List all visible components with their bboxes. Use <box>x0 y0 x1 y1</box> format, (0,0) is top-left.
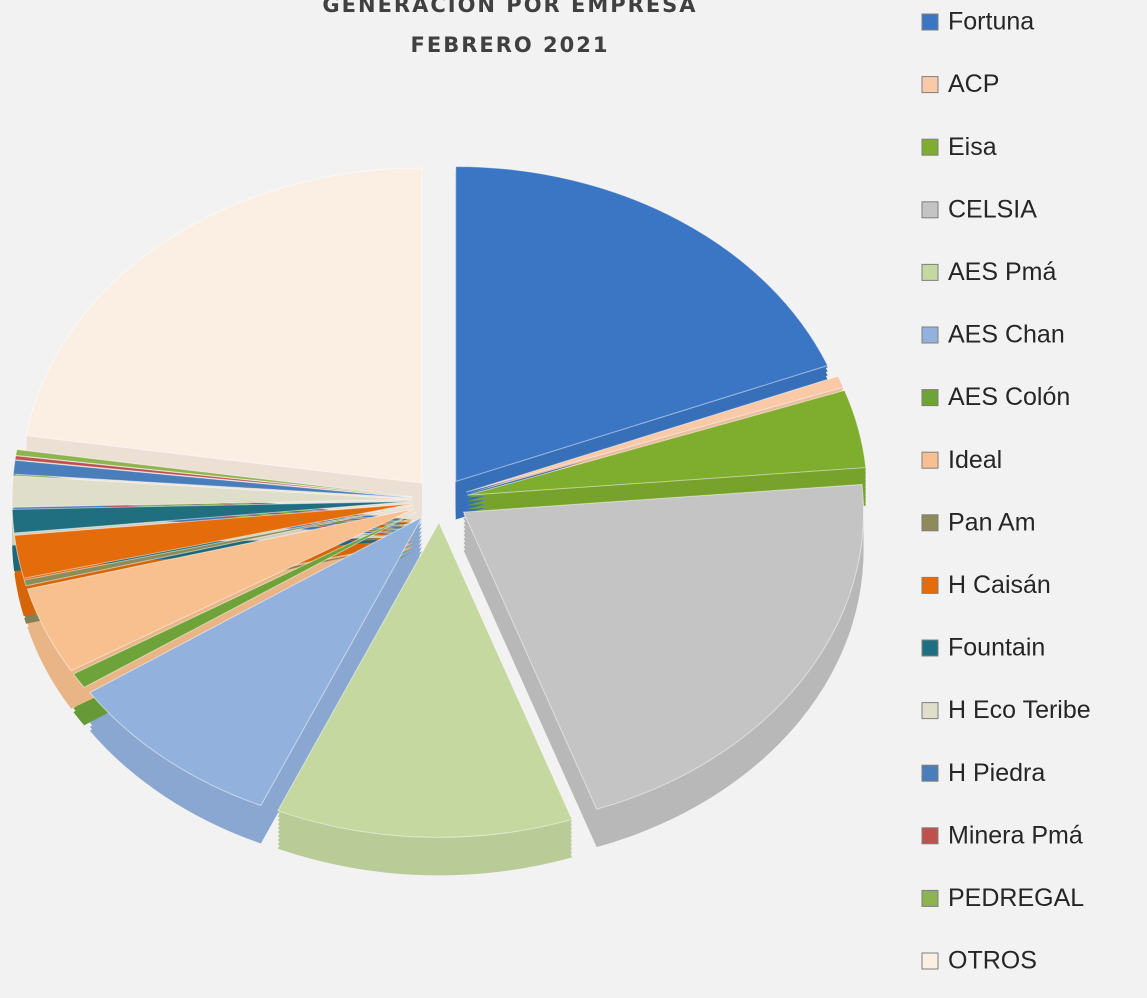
legend-label: PEDREGAL <box>948 884 1084 912</box>
legend-label: H Caisán <box>948 571 1051 599</box>
legend-swatch <box>921 889 939 907</box>
slice <box>13 503 413 579</box>
slice <box>25 167 423 484</box>
legend-swatch <box>921 514 939 532</box>
legend-label: OTROS <box>948 947 1037 975</box>
legend-swatch <box>921 952 939 970</box>
legend-swatch <box>921 13 939 31</box>
chart-subtitle: FEBRERO 2021 <box>411 33 610 57</box>
legend-swatch <box>921 76 939 94</box>
slice <box>11 475 413 508</box>
legend-label: H Piedra <box>948 759 1045 787</box>
slice <box>11 500 413 534</box>
slice <box>277 521 573 838</box>
slice <box>455 165 829 483</box>
legend-label: AES Chan <box>948 321 1065 349</box>
legend-swatch <box>921 389 939 407</box>
slice <box>26 508 415 672</box>
legend-label: Fountain <box>948 634 1045 662</box>
legend-label: Ideal <box>948 446 1002 474</box>
legend-label: CELSIA <box>948 195 1037 223</box>
chart-title: GENERACIÓN POR EMPRESA <box>322 0 697 17</box>
legend-label: AES Pmá <box>948 258 1056 286</box>
slice <box>88 515 424 807</box>
legend-label: ACP <box>948 70 999 98</box>
legend-swatch <box>921 827 939 845</box>
legend-swatch <box>921 138 939 156</box>
legend-swatch <box>921 263 939 281</box>
slice <box>462 483 865 810</box>
legend-swatch <box>921 576 939 594</box>
slice <box>23 505 413 587</box>
slice <box>72 511 417 689</box>
legend-label: AES Colón <box>948 383 1070 411</box>
slice <box>15 448 413 498</box>
legend-swatch <box>921 201 939 219</box>
legend-swatch <box>921 764 939 782</box>
legend-label: H Eco Teribe <box>948 696 1091 724</box>
legend-swatch <box>921 326 939 344</box>
legend-label: Pan Am <box>948 508 1036 536</box>
slice <box>12 459 413 499</box>
legend-swatch <box>921 702 939 720</box>
slice <box>466 375 845 493</box>
legend-swatch <box>921 639 939 657</box>
legend-swatch <box>921 451 939 469</box>
slice <box>467 389 867 496</box>
legend-label: Minera Pmá <box>948 821 1083 849</box>
legend-label: Eisa <box>948 133 997 161</box>
legend-label: Fortuna <box>948 8 1034 36</box>
